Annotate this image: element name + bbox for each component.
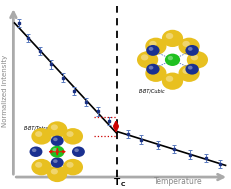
Circle shape: [149, 68, 156, 74]
Text: B-BT/Tetragonal: B-BT/Tetragonal: [24, 126, 62, 131]
Circle shape: [145, 38, 166, 55]
Circle shape: [50, 146, 64, 158]
Circle shape: [161, 30, 182, 47]
Circle shape: [178, 38, 199, 55]
Circle shape: [187, 47, 192, 51]
Circle shape: [52, 148, 58, 152]
Circle shape: [32, 148, 36, 152]
Circle shape: [53, 138, 57, 141]
Circle shape: [35, 162, 42, 168]
Circle shape: [185, 64, 198, 75]
Circle shape: [72, 146, 85, 157]
Circle shape: [165, 76, 173, 82]
Circle shape: [149, 41, 156, 47]
Circle shape: [35, 131, 42, 137]
Circle shape: [53, 159, 57, 163]
Circle shape: [62, 128, 83, 145]
Circle shape: [148, 66, 153, 70]
Circle shape: [182, 68, 189, 74]
Circle shape: [190, 54, 197, 60]
Circle shape: [161, 73, 182, 90]
Circle shape: [51, 136, 63, 146]
Circle shape: [66, 131, 73, 137]
Circle shape: [51, 169, 58, 174]
Circle shape: [62, 159, 83, 175]
Text: $\mathbf{C}$: $\mathbf{C}$: [119, 180, 125, 188]
Circle shape: [31, 159, 52, 175]
Circle shape: [51, 124, 58, 130]
Text: Normalized Intensity: Normalized Intensity: [2, 55, 8, 127]
Circle shape: [145, 65, 166, 82]
Circle shape: [74, 148, 79, 152]
Circle shape: [178, 65, 199, 82]
Circle shape: [148, 47, 153, 51]
Circle shape: [29, 146, 42, 157]
Circle shape: [136, 51, 158, 68]
Circle shape: [146, 64, 159, 75]
Text: B-BT/Cubic: B-BT/Cubic: [138, 88, 165, 93]
Text: Temperature: Temperature: [153, 177, 202, 186]
Circle shape: [167, 56, 172, 60]
Circle shape: [164, 54, 179, 66]
Circle shape: [66, 162, 73, 168]
Circle shape: [186, 51, 207, 68]
Circle shape: [185, 45, 198, 56]
Text: $\mathbf{T}$: $\mathbf{T}$: [112, 176, 121, 187]
Circle shape: [165, 33, 173, 39]
Circle shape: [51, 157, 63, 168]
Circle shape: [140, 54, 148, 60]
Circle shape: [47, 121, 67, 138]
Circle shape: [31, 128, 52, 145]
Circle shape: [182, 41, 189, 47]
Circle shape: [146, 45, 159, 56]
Circle shape: [187, 66, 192, 70]
Circle shape: [47, 166, 67, 182]
